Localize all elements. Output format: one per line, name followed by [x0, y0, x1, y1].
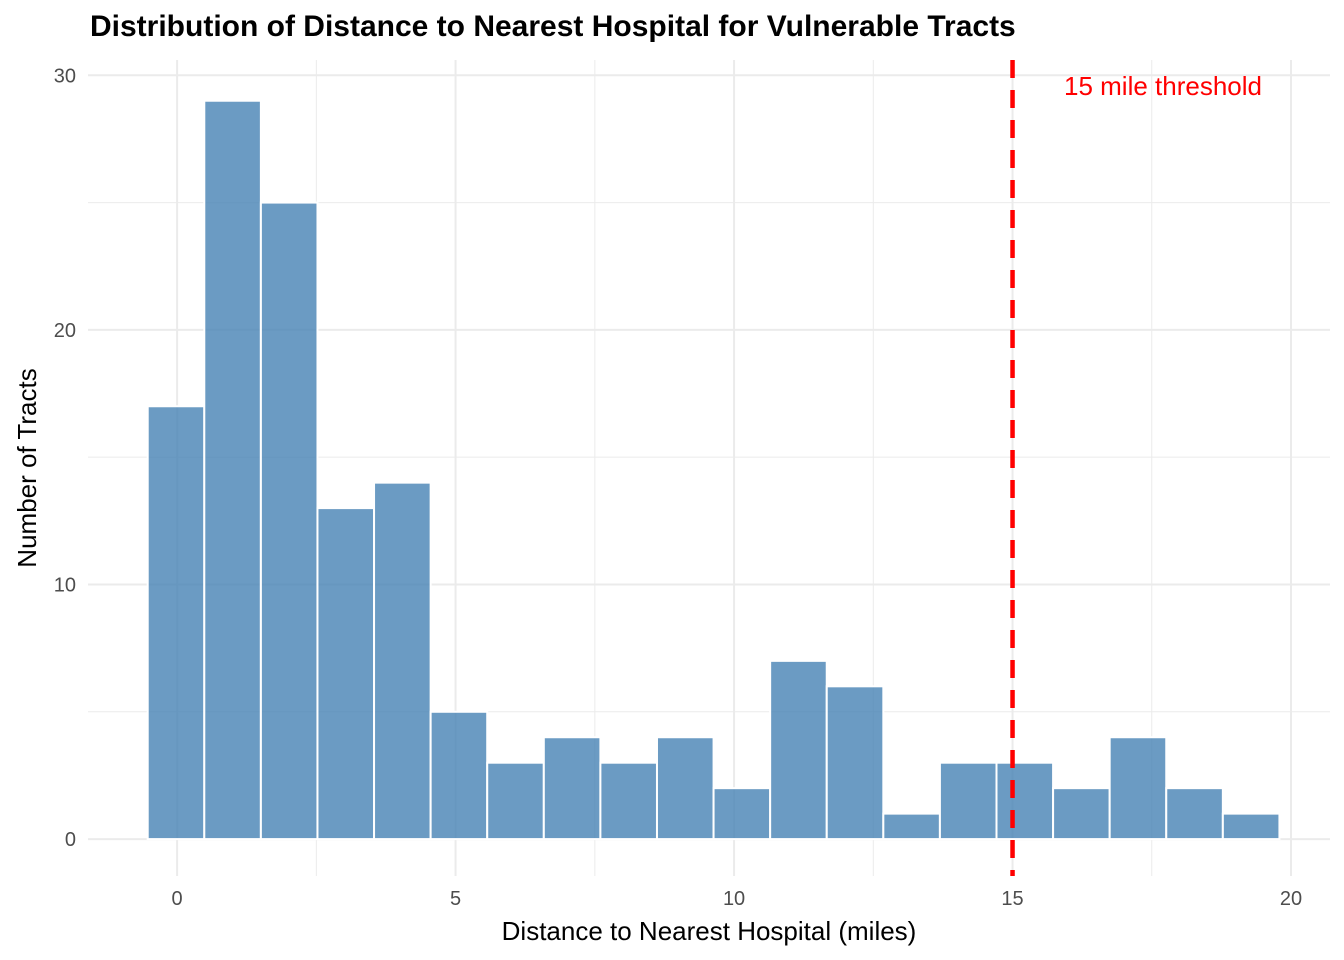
y-tick-label: 20 [54, 320, 76, 342]
histogram-bar [599, 761, 658, 841]
histogram-bar [542, 736, 602, 841]
histogram-bar [655, 736, 715, 841]
histogram-bar [316, 507, 376, 841]
histogram-bar [769, 659, 828, 841]
x-axis-label: Distance to Nearest Hospital (miles) [502, 916, 917, 946]
histogram-bar [938, 761, 998, 841]
histogram-bar [373, 481, 432, 841]
x-tick-label: 5 [450, 888, 461, 910]
histogram-bar [429, 710, 489, 841]
histogram-bar [995, 761, 1055, 841]
histogram-bar [712, 787, 772, 841]
histogram-bar [1108, 736, 1168, 841]
y-axis-label: Number of Tracts [12, 368, 42, 567]
axis-ticks: 0 5 10 15 20 0 10 20 30 [54, 65, 1302, 910]
threshold-marker: 15 mile threshold [1010, 60, 1262, 876]
chart-title: Distribution of Distance to Nearest Hosp… [90, 10, 1016, 43]
x-tick-label: 20 [1280, 888, 1302, 910]
y-tick-label: 30 [54, 65, 76, 87]
histogram-bar [1165, 787, 1224, 841]
histogram-bar [146, 405, 206, 841]
y-tick-label: 0 [65, 829, 76, 851]
histogram-bar [203, 99, 262, 841]
histogram-bar [1221, 812, 1281, 841]
histogram-bar [825, 685, 885, 841]
histogram-bar [1052, 787, 1111, 841]
x-tick-label: 15 [1001, 888, 1023, 910]
x-tick-label: 0 [172, 888, 183, 910]
histogram-bars [146, 99, 1281, 841]
histogram-bar [486, 761, 545, 841]
histogram-bar [882, 812, 941, 841]
histogram-bar [259, 201, 319, 841]
threshold-label: 15 mile threshold [1064, 71, 1262, 101]
y-tick-label: 10 [54, 574, 76, 596]
x-tick-label: 10 [723, 888, 745, 910]
